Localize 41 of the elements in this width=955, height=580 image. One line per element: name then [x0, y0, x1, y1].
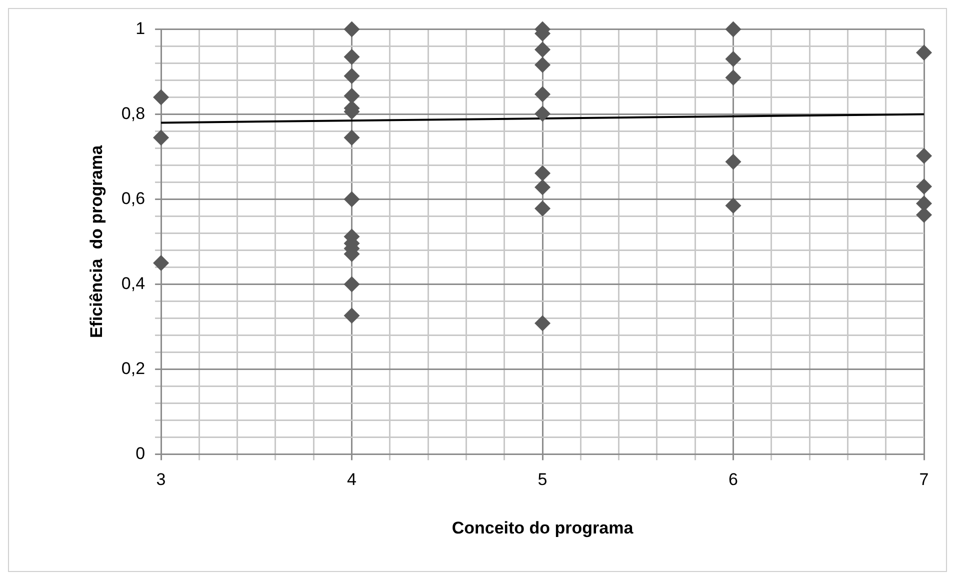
point [916, 178, 932, 194]
x-tick-label: 6 [728, 470, 738, 490]
point [344, 21, 360, 38]
point [344, 48, 360, 65]
point [344, 88, 360, 104]
point [153, 254, 170, 271]
x-tick-label: 7 [919, 470, 929, 490]
point [534, 86, 551, 102]
point [916, 195, 932, 212]
point [153, 130, 170, 146]
point [534, 315, 551, 332]
x-tick-label: 4 [347, 470, 357, 490]
point [534, 165, 551, 182]
point [344, 130, 360, 146]
x-tick-label: 5 [538, 470, 548, 490]
point [534, 56, 551, 73]
point [344, 308, 360, 324]
point [725, 198, 742, 214]
point [344, 68, 360, 84]
point [725, 21, 742, 38]
y-tick-label: 0,6 [121, 188, 146, 208]
y-tick-label: 0,4 [121, 274, 146, 293]
point [725, 154, 742, 170]
y-axis-title: Eficiência do programa [86, 144, 106, 338]
point [153, 89, 170, 106]
x-tick-label: 3 [156, 470, 166, 490]
point [534, 106, 551, 122]
point [534, 179, 551, 196]
point [344, 276, 360, 292]
x-axis-title: Conceito do programa [452, 518, 634, 538]
point [916, 44, 932, 61]
point [725, 50, 742, 67]
y-tick-label: 0,2 [121, 358, 146, 378]
y-tick-label: 0 [136, 444, 146, 463]
point [725, 70, 742, 86]
point [344, 191, 360, 208]
point [916, 148, 932, 164]
y-tick-label: 1 [136, 18, 146, 38]
y-tick-label: 0,8 [121, 104, 146, 123]
point [534, 200, 551, 217]
point [534, 42, 551, 58]
